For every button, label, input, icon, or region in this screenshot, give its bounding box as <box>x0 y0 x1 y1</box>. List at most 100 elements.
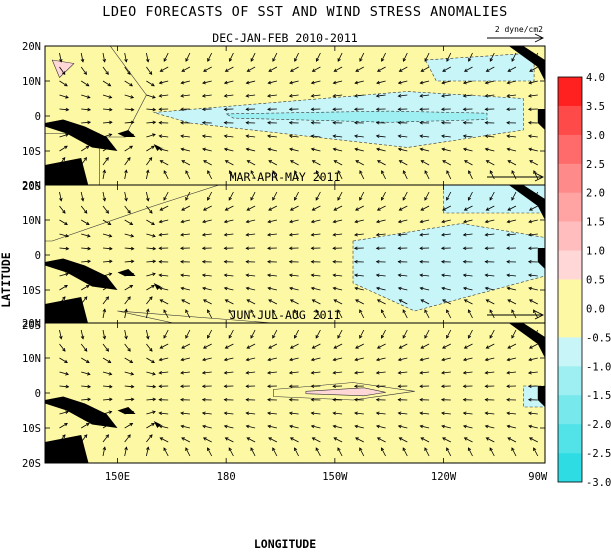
wind-vector-head <box>61 157 66 161</box>
wind-vector <box>398 94 408 97</box>
wind-vector <box>246 287 256 291</box>
colorbar-swatch <box>558 163 582 193</box>
wind-vector <box>511 447 517 457</box>
wind-vector <box>124 66 131 75</box>
wind-vector <box>146 296 153 305</box>
wind-vector <box>507 274 517 277</box>
wind-vector-head <box>87 107 92 112</box>
wind-vector <box>528 371 538 374</box>
wind-vector-head <box>158 246 163 251</box>
wind-vector-head <box>398 345 403 349</box>
wind-vector-head <box>446 447 450 451</box>
wind-vector <box>441 219 451 223</box>
wind-vector-head <box>289 207 294 211</box>
wind-vector <box>102 170 106 180</box>
wind-vector <box>359 52 365 62</box>
wind-vector <box>59 170 62 180</box>
wind-vector-head <box>202 147 206 152</box>
wind-vector <box>511 329 517 339</box>
wind-vector <box>124 434 131 443</box>
wind-vector-head <box>272 335 276 339</box>
wind-vector-head <box>485 207 490 211</box>
wind-vector <box>81 398 91 401</box>
wind-vector <box>489 191 495 201</box>
wind-vector <box>333 80 343 84</box>
wind-vector <box>441 135 451 138</box>
wind-vector-head <box>289 299 294 303</box>
wind-vector <box>102 145 111 152</box>
wind-vector <box>398 233 408 236</box>
wind-vector-head <box>102 446 107 451</box>
wind-vector-head <box>397 120 402 125</box>
wind-vector <box>316 170 321 180</box>
wind-vector-head <box>484 424 489 429</box>
wind-vector-head <box>127 71 131 75</box>
wind-vector-head <box>354 93 358 98</box>
wind-vector-head <box>527 259 532 264</box>
wind-vector <box>464 343 473 349</box>
wind-vector-head <box>245 384 249 389</box>
wind-vector <box>376 219 386 223</box>
wind-vector <box>146 260 156 263</box>
wind-vector-head <box>80 446 85 451</box>
wind-vector-head <box>527 134 532 139</box>
wind-vector <box>511 170 517 180</box>
wind-vector-head <box>310 411 315 416</box>
wind-vector-head <box>86 372 91 376</box>
wind-vector <box>124 191 127 201</box>
wind-vector <box>81 108 91 111</box>
wind-vector <box>442 205 451 211</box>
wind-vector-head <box>201 370 206 375</box>
wind-vector <box>102 157 109 166</box>
wind-vector-head <box>506 384 510 389</box>
wind-vector <box>181 287 190 291</box>
wind-vector-head <box>528 357 533 362</box>
wind-vector <box>124 247 134 250</box>
wind-vector <box>224 219 234 223</box>
wind-vector-head <box>130 234 135 238</box>
wind-vector <box>80 219 90 225</box>
wind-vector-head <box>151 422 155 427</box>
wind-vector <box>290 205 299 211</box>
wind-vector <box>442 148 451 152</box>
wind-vector-head <box>506 134 511 139</box>
wind-vector-head <box>207 309 211 314</box>
wind-vector <box>124 170 127 180</box>
wind-vector-head <box>462 107 467 112</box>
wind-vector <box>420 148 430 152</box>
wind-vector-head <box>376 80 380 85</box>
wind-vector-head <box>152 120 157 125</box>
wind-vector-head <box>353 384 358 389</box>
wind-vector <box>246 205 256 211</box>
wind-vector <box>507 299 517 305</box>
wind-vector-head <box>310 120 315 125</box>
wind-vector <box>289 357 299 361</box>
wind-vector <box>441 287 451 291</box>
wind-vector-head <box>180 232 184 237</box>
wind-vector-head <box>181 437 185 441</box>
anomaly-contour <box>117 310 299 325</box>
wind-vector-head <box>397 397 402 402</box>
wind-vector <box>246 80 256 84</box>
wind-vector <box>311 135 321 138</box>
reference-vector-label: 2 dyne/cm2 <box>495 25 543 34</box>
wind-vector-head <box>533 447 537 452</box>
wind-vector-head <box>467 334 472 339</box>
wind-vector <box>399 205 408 211</box>
wind-vector-head <box>442 345 446 349</box>
anomaly-contour <box>305 387 386 397</box>
wind-vector-head <box>250 334 254 339</box>
map-panel: MAR-APR-MAY 2011 20N 10N 0 10S 20S <box>22 170 546 332</box>
wind-vector-head <box>332 246 336 251</box>
wind-vector-head <box>109 384 113 389</box>
wind-vector <box>146 170 149 180</box>
wind-vector <box>420 135 430 138</box>
wind-vector-head <box>202 207 207 211</box>
wind-vector-head <box>376 437 381 441</box>
wind-vector-head <box>245 259 249 264</box>
wind-vector-head <box>130 259 135 264</box>
wind-vector-head <box>246 68 251 72</box>
wind-vector <box>203 205 212 211</box>
wind-vector <box>163 170 169 180</box>
wind-vector <box>468 329 473 339</box>
